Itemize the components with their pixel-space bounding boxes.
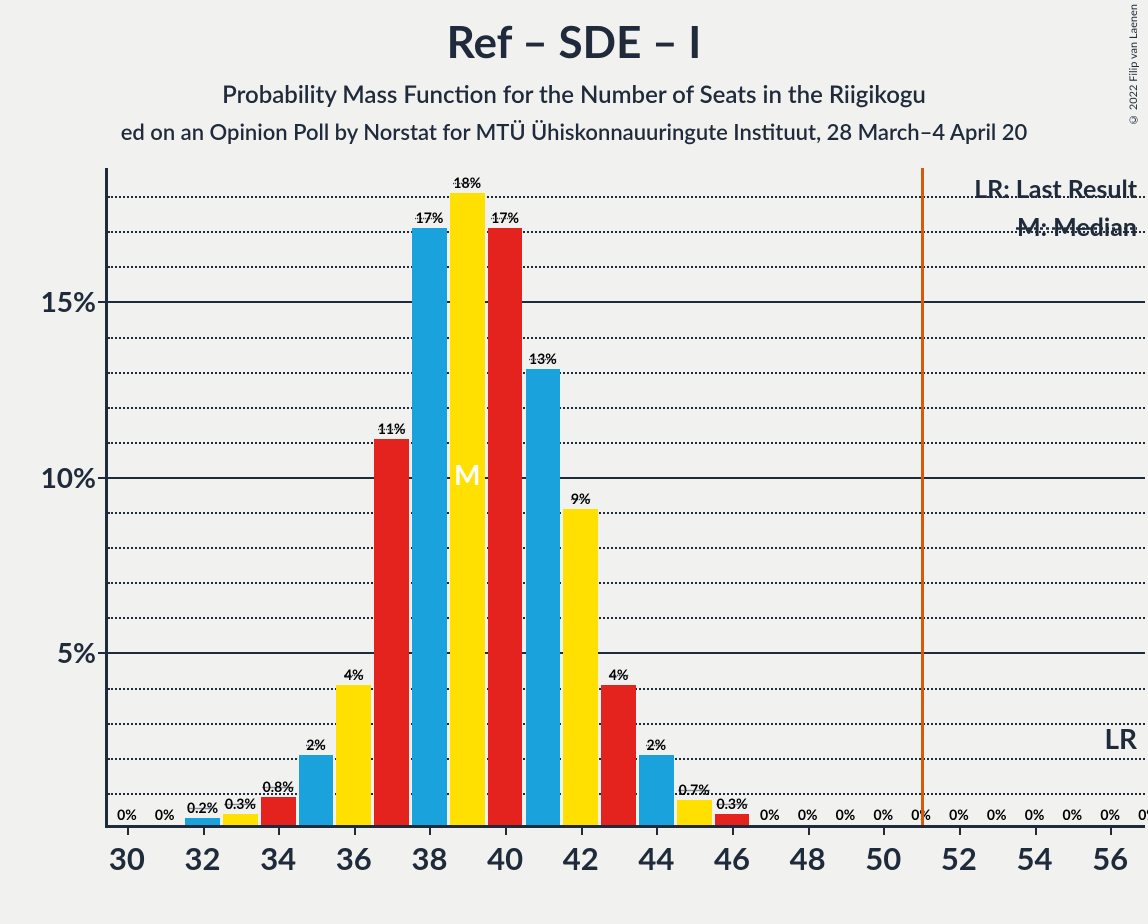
bar: 0.3%	[223, 814, 258, 825]
bar: 9%	[563, 509, 598, 825]
x-axis-label: 54	[1017, 825, 1053, 877]
bar: 11%	[374, 439, 409, 825]
bar: 17%	[412, 228, 447, 825]
bar: 18%	[450, 193, 485, 825]
last-result-label: LR	[1104, 721, 1137, 755]
bar: 13%	[526, 369, 561, 825]
x-axis-label: 38	[411, 825, 447, 877]
gridline-minor	[108, 196, 1145, 198]
bar: 2%	[299, 755, 334, 825]
x-axis-label: 50	[865, 825, 901, 877]
legend-median: M: Median	[1017, 212, 1137, 242]
x-axis-label: 32	[185, 825, 221, 877]
gridline-minor	[108, 337, 1145, 339]
bar-value-label: 0.8%	[263, 778, 294, 797]
bar-value-label: 4%	[344, 666, 364, 685]
bar-value-label: 9%	[571, 490, 591, 509]
x-axis-label: 46	[714, 825, 750, 877]
x-axis-label: 40	[487, 825, 523, 877]
bar-value-label: 0.2%	[187, 799, 218, 818]
bar-value-label: 17%	[491, 209, 519, 228]
bar: 0.3%	[715, 814, 750, 825]
chart-stage: © 2022 Filip van Laenen Ref – SDE – I Pr…	[0, 0, 1148, 924]
gridline-major	[108, 301, 1145, 303]
bar: 4%	[336, 685, 371, 825]
y-axis-label: 10%	[41, 460, 108, 494]
median-marker: M	[454, 457, 480, 491]
gridline-minor	[108, 266, 1145, 268]
bar-value-label: 13%	[529, 350, 557, 369]
bar: 0.7%	[677, 800, 712, 825]
x-axis-label: 48	[790, 825, 826, 877]
bar: 0.8%	[261, 797, 296, 825]
gridline-minor	[108, 617, 1145, 619]
bar-value-label: 2%	[306, 736, 326, 755]
x-axis-label: 42	[563, 825, 599, 877]
bar-value-label: 0.3%	[225, 795, 256, 814]
x-axis-label: 36	[336, 825, 372, 877]
y-axis-label: 15%	[41, 284, 108, 318]
bar-value-label: 0%	[1025, 806, 1045, 825]
chart-title: Ref – SDE – I	[0, 16, 1148, 68]
chart-subtitle: Probability Mass Function for the Number…	[0, 80, 1148, 109]
last-result-line	[921, 168, 924, 825]
bar-value-label: 0%	[1138, 806, 1148, 825]
x-axis-label: 44	[638, 825, 674, 877]
gridline-major	[108, 652, 1145, 654]
x-axis-label: 30	[109, 825, 145, 877]
gridline-minor	[108, 512, 1145, 514]
legend-last-result: LR: Last Result	[974, 174, 1137, 204]
x-axis-label: 52	[941, 825, 977, 877]
bar-value-label: 0%	[1100, 806, 1120, 825]
gridline-minor	[108, 231, 1145, 233]
bar-value-label: 0%	[836, 806, 856, 825]
gridline-minor	[108, 582, 1145, 584]
bar: 17%	[488, 228, 523, 825]
bar-value-label: 0%	[873, 806, 893, 825]
gridline-minor	[108, 442, 1145, 444]
plot-area: LR: Last Result M: Median 5%10%15%303234…	[105, 168, 1145, 828]
gridline-major	[108, 477, 1145, 479]
bar-value-label: 0%	[155, 806, 175, 825]
bar-value-label: 0%	[798, 806, 818, 825]
bar-value-label: 0.3%	[716, 795, 747, 814]
bar-value-label: 0%	[949, 806, 969, 825]
bar-value-label: 0%	[117, 806, 137, 825]
bar-value-label: 0%	[987, 806, 1007, 825]
x-axis-label: 34	[260, 825, 296, 877]
bar-value-label: 0%	[1063, 806, 1083, 825]
gridline-minor	[108, 372, 1145, 374]
bar-value-label: 11%	[378, 420, 406, 439]
bar-value-label: 2%	[647, 736, 667, 755]
chart-source-line: ed on an Opinion Poll by Norstat for MTÜ…	[0, 118, 1148, 145]
bar-value-label: 18%	[453, 174, 481, 193]
bar-value-label: 0.7%	[679, 781, 710, 800]
y-axis-label: 5%	[57, 635, 108, 669]
bar: 2%	[639, 755, 674, 825]
x-axis-label: 56	[1092, 825, 1128, 877]
bar: 0.2%	[185, 818, 220, 825]
gridline-minor	[108, 407, 1145, 409]
gridline-minor	[108, 547, 1145, 549]
bar-value-label: 17%	[416, 209, 444, 228]
bar-value-label: 0%	[760, 806, 780, 825]
bar: 4%	[601, 685, 636, 825]
bar-value-label: 4%	[609, 666, 629, 685]
